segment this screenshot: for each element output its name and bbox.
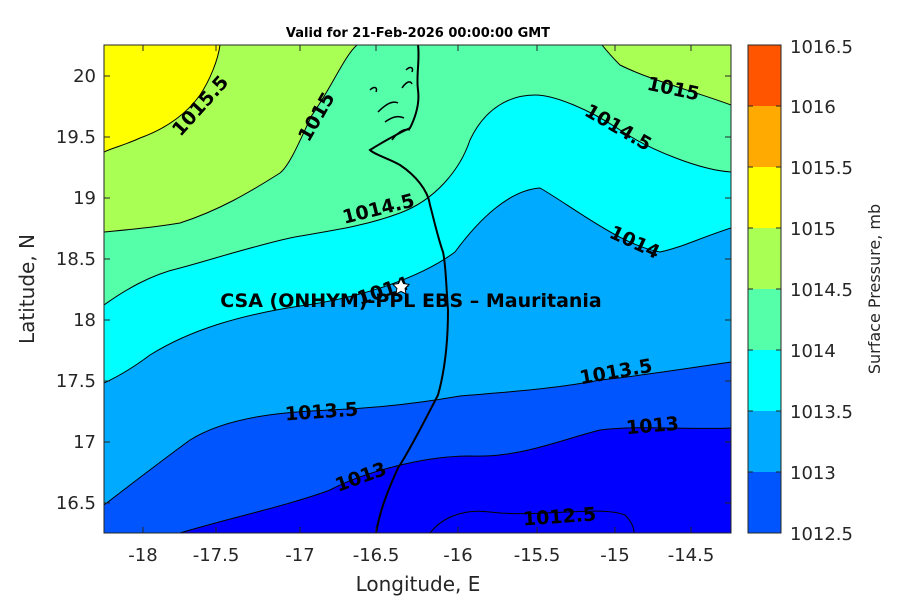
coastline-layer	[368, 45, 450, 533]
map-title: Valid for 21-Feb-2026 00:00:00 GMT	[286, 26, 550, 41]
isobar-1012-5	[429, 510, 635, 533]
isobar-1013-5	[104, 361, 731, 506]
y-tick-label: 18	[73, 310, 96, 331]
x-tick-label: -17	[285, 545, 314, 566]
x-tick-label: -15	[600, 545, 629, 566]
colorbar-tick-label: 1014	[790, 341, 836, 362]
colorbar-tick-label: 1016	[790, 97, 836, 118]
colorbar-tick-label: 1014.5	[790, 280, 853, 301]
contour-line-layer	[104, 45, 731, 533]
y-axis	[104, 75, 731, 504]
colorbar-swatch	[748, 167, 781, 229]
isobar-1015-west	[104, 45, 358, 233]
x-axis	[142, 45, 692, 533]
white-star-icon	[391, 277, 411, 295]
y-tick-label: 17.5	[56, 371, 96, 392]
contour-fill-layer	[104, 45, 731, 533]
y-axis-label: Latitude, N	[15, 234, 39, 344]
band-1015	[104, 45, 731, 232]
colorbar-swatch	[748, 106, 781, 168]
coastline	[368, 45, 450, 533]
x-tick-label: -15.5	[514, 545, 561, 566]
y-tick-label: 16.5	[56, 493, 96, 514]
x-axis-label: Longitude, E	[356, 572, 481, 596]
contour-label: 1013	[625, 413, 680, 440]
colorbar-swatch	[748, 289, 781, 351]
isobar-1014	[104, 187, 731, 384]
x-tick-label: -14.5	[668, 545, 715, 566]
colorbar: 1016.5 1016 1015.5 1015 1014.5 1014 1013…	[747, 37, 884, 545]
isobar-1013	[179, 427, 731, 533]
colorbar-swatch	[748, 411, 781, 473]
colorbar-tick-label: 1013	[790, 463, 836, 484]
plot-frame	[103, 44, 732, 534]
band-1015-5	[104, 45, 220, 152]
x-tick-label: -16	[443, 545, 472, 566]
colorbar-tick-label: 1015.5	[790, 158, 853, 179]
y-tick-label: 19	[73, 188, 96, 209]
colorbar-tick-label: 1012.5	[790, 524, 853, 545]
colorbar-swatch	[748, 472, 781, 534]
colorbar-swatch	[748, 228, 781, 290]
colorbar-swatches	[748, 45, 781, 534]
colorbar-swatch	[748, 350, 781, 412]
y-tick-label: 18.5	[56, 249, 96, 270]
y-tick-labels: 20 19.5 19 18.5 18 17.5 17 16.5	[56, 66, 96, 514]
site-label: CSA (ONHYM)-PPL EBS – Mauritania	[220, 290, 602, 312]
banc-darguin-islands	[369, 66, 414, 141]
y-tick-label: 17	[73, 432, 96, 453]
x-tick-label: -17.5	[193, 545, 240, 566]
y-tick-label: 19.5	[56, 127, 96, 148]
x-tick-label: -18	[128, 545, 157, 566]
isobar-1014-5	[104, 94, 731, 306]
y-tick-label: 20	[73, 66, 96, 87]
isobar-1015-5	[104, 45, 221, 153]
contour-label: 1013.5	[284, 398, 359, 425]
colorbar-ticks	[748, 44, 781, 534]
contour-label: 1012.5	[522, 503, 597, 530]
colorbar-label: Surface Pressure, mb	[865, 204, 884, 374]
isobar-1015-east	[601, 45, 731, 106]
colorbar-tick-label: 1016.5	[790, 37, 853, 58]
colorbar-swatch	[748, 45, 781, 107]
x-tick-label: -16.5	[353, 545, 400, 566]
colorbar-tick-label: 1013.5	[790, 402, 853, 423]
colorbar-tick-label: 1015	[790, 219, 836, 240]
x-tick-labels: -18 -17.5 -17 -16.5 -16 -15.5 -15 -14.5	[128, 545, 714, 566]
